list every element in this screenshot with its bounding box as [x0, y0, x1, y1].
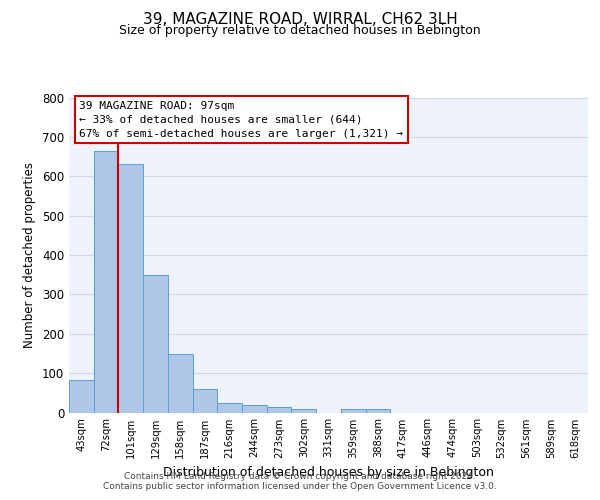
X-axis label: Distribution of detached houses by size in Bebington: Distribution of detached houses by size … [163, 466, 494, 479]
Text: Contains public sector information licensed under the Open Government Licence v3: Contains public sector information licen… [103, 482, 497, 491]
Y-axis label: Number of detached properties: Number of detached properties [23, 162, 37, 348]
Bar [118, 164, 143, 412]
Bar [292, 410, 316, 412]
Bar [267, 406, 292, 412]
Text: 39 MAGAZINE ROAD: 97sqm
← 33% of detached houses are smaller (644)
67% of semi-d: 39 MAGAZINE ROAD: 97sqm ← 33% of detache… [79, 100, 403, 138]
Bar [365, 410, 390, 412]
Bar [69, 380, 94, 412]
Text: Size of property relative to detached houses in Bebington: Size of property relative to detached ho… [119, 24, 481, 37]
Bar [168, 354, 193, 412]
Text: 39, MAGAZINE ROAD, WIRRAL, CH62 3LH: 39, MAGAZINE ROAD, WIRRAL, CH62 3LH [143, 12, 457, 28]
Bar [193, 389, 217, 412]
Bar [217, 402, 242, 412]
Text: Contains HM Land Registry data © Crown copyright and database right 2024.: Contains HM Land Registry data © Crown c… [124, 472, 476, 481]
Bar [94, 152, 118, 412]
Bar [341, 410, 365, 412]
Bar [242, 404, 267, 412]
Bar [143, 276, 168, 412]
